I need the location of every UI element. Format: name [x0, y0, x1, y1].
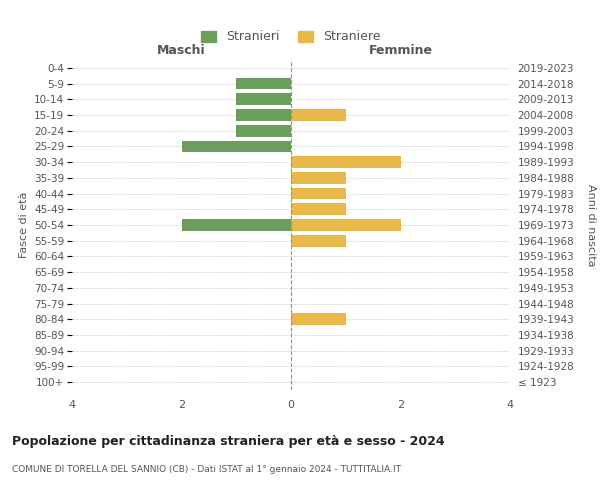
Legend: Stranieri, Straniere: Stranieri, Straniere [197, 26, 385, 47]
Bar [291, 156, 401, 168]
Y-axis label: Fasce di età: Fasce di età [19, 192, 29, 258]
Text: COMUNE DI TORELLA DEL SANNIO (CB) - Dati ISTAT al 1° gennaio 2024 - TUTTITALIA.I: COMUNE DI TORELLA DEL SANNIO (CB) - Dati… [12, 465, 401, 474]
Bar [291, 109, 346, 121]
Text: Femmine: Femmine [368, 44, 433, 57]
Bar [236, 109, 291, 121]
Bar [236, 94, 291, 105]
Text: Popolazione per cittadinanza straniera per età e sesso - 2024: Popolazione per cittadinanza straniera p… [12, 435, 445, 448]
Bar [236, 78, 291, 90]
Bar [291, 188, 346, 200]
Bar [182, 219, 291, 231]
Bar [291, 219, 401, 231]
Bar [291, 172, 346, 184]
Y-axis label: Anni di nascita: Anni di nascita [586, 184, 595, 266]
Bar [236, 125, 291, 136]
Text: Maschi: Maschi [157, 44, 206, 57]
Bar [182, 140, 291, 152]
Bar [291, 235, 346, 246]
Bar [291, 314, 346, 325]
Bar [291, 204, 346, 215]
